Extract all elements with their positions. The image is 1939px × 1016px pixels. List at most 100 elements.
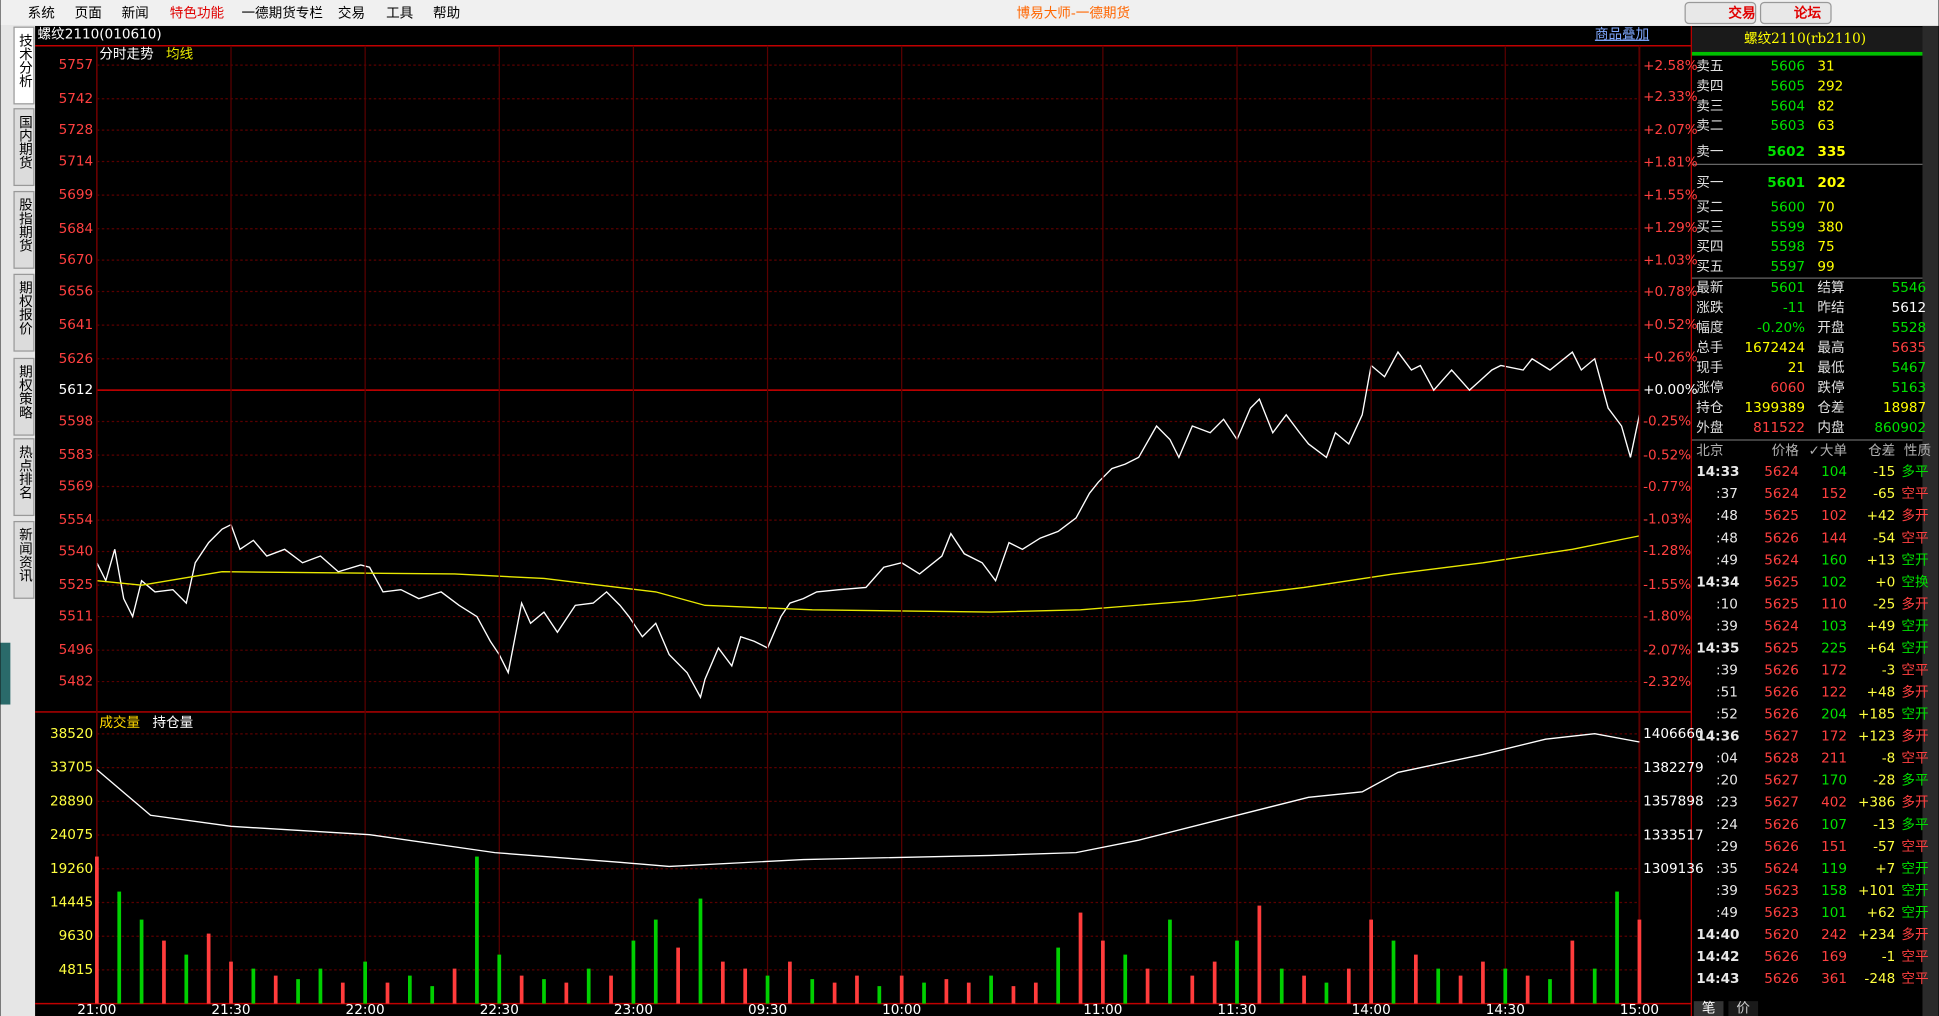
menu-item[interactable]: 交易 xyxy=(338,5,365,22)
menu-item[interactable]: 帮助 xyxy=(433,6,460,22)
volume-bar xyxy=(1548,979,1552,1004)
y2-tick-label: +0.00% xyxy=(1643,382,1698,398)
volume-bar xyxy=(1615,891,1619,1004)
menu-item[interactable]: 工具 xyxy=(386,6,414,22)
menu-item[interactable]: 一德期货专栏 xyxy=(241,5,322,22)
stat-value: 1399389 xyxy=(1745,400,1805,416)
volume-bar xyxy=(1458,975,1463,1004)
side-tab-label[interactable]: 期权策略 xyxy=(16,365,33,420)
side-tab-label[interactable]: 技术分析 xyxy=(16,33,33,88)
volume-bar xyxy=(1123,954,1128,1004)
forum-button[interactable] xyxy=(1759,1,1832,25)
book-label: 买五 xyxy=(1696,259,1723,275)
side-tab-label[interactable]: 期权报价 xyxy=(16,281,33,336)
bottom-tab-label[interactable]: 价 xyxy=(1736,1001,1750,1016)
volume-bar xyxy=(1391,940,1396,1004)
volume-bar xyxy=(1525,975,1530,1004)
book-volume: 63 xyxy=(1817,118,1834,134)
side-handle xyxy=(0,642,11,705)
bottom-tab[interactable] xyxy=(1728,1001,1759,1016)
volume-bar xyxy=(1033,982,1038,1004)
legend-entry: 分时走势 xyxy=(99,46,154,62)
stat-value: 5601 xyxy=(1770,280,1805,296)
side-tab[interactable] xyxy=(13,438,35,517)
book-label: 卖五 xyxy=(1696,59,1723,75)
stat-value: 5612 xyxy=(1892,300,1927,316)
table-cell: 172 xyxy=(1821,729,1847,745)
book-label: 买二 xyxy=(1696,200,1723,216)
menu-item[interactable]: 新闻 xyxy=(122,6,149,22)
side-tab-label[interactable]: 股指期货 xyxy=(16,198,33,253)
y-tick-label: 5641 xyxy=(59,317,94,333)
table-cell: +386 xyxy=(1858,795,1895,811)
side-tab[interactable] xyxy=(13,273,35,352)
volume-bar xyxy=(944,979,949,1004)
side-tab-label[interactable]: 热点排名 xyxy=(16,445,33,500)
table-cell: 5623 xyxy=(1764,883,1799,899)
y-tick-label: 5742 xyxy=(59,91,94,107)
y-tick-label: 5612 xyxy=(59,382,94,398)
table-header: 仓差 xyxy=(1868,443,1895,459)
table-cell: -28 xyxy=(1873,773,1895,789)
volume-bar xyxy=(765,975,770,1004)
side-tab-label[interactable]: 新闻资讯 xyxy=(16,528,33,584)
x-tick-label: 21:00 xyxy=(77,1002,116,1016)
volume-bar xyxy=(1190,975,1195,1004)
trade-button-label[interactable]: 交易 xyxy=(1728,5,1755,22)
y-tick-label: 5684 xyxy=(59,221,94,237)
volume-bar xyxy=(855,975,859,1004)
table-cell: 5626 xyxy=(1764,971,1799,987)
x-tick-label: 14:30 xyxy=(1486,1002,1525,1016)
bottom-tab[interactable] xyxy=(1693,1001,1724,1016)
side-tab[interactable] xyxy=(13,520,35,599)
table-cell: 211 xyxy=(1821,751,1847,767)
table-cell: +13 xyxy=(1867,552,1896,568)
table-cell: -25 xyxy=(1873,596,1895,612)
book-volume: 70 xyxy=(1817,200,1834,216)
stat-label: 最高 xyxy=(1817,339,1844,356)
volume-bar xyxy=(564,982,569,1004)
book-price: 5606 xyxy=(1770,59,1805,75)
volume-bar xyxy=(1011,986,1016,1004)
overlay-button[interactable]: 商品叠加 xyxy=(1595,27,1649,43)
menu-item[interactable]: 特色功能 xyxy=(170,5,225,22)
side-tab[interactable] xyxy=(13,26,35,105)
bottom-tab-label[interactable]: 笔 xyxy=(1702,1001,1716,1016)
table-cell: 多开 xyxy=(1901,507,1928,524)
menu-item[interactable]: 页面 xyxy=(75,6,102,22)
table-cell: 107 xyxy=(1821,817,1847,833)
table-cell: 多开 xyxy=(1901,794,1928,811)
volume-bar xyxy=(832,982,837,1004)
y2-tick-label: -0.52% xyxy=(1643,448,1691,464)
menu-item[interactable]: 系统 xyxy=(28,6,55,22)
volume-bar xyxy=(1257,905,1262,1004)
series-line xyxy=(96,733,1640,868)
side-tab[interactable] xyxy=(13,357,35,436)
table-cell: -65 xyxy=(1873,486,1895,502)
volume-bar xyxy=(631,940,636,1004)
y-tick-label: 5598 xyxy=(59,414,94,430)
side-tab[interactable] xyxy=(13,108,35,187)
book-price: 5597 xyxy=(1770,259,1805,275)
stat-label: 内盘 xyxy=(1817,419,1844,436)
volume-bar xyxy=(788,961,792,1004)
side-tab-label[interactable]: 国内期货 xyxy=(16,115,33,170)
forum-button-label[interactable]: 论坛 xyxy=(1794,5,1822,22)
table-cell: :29 xyxy=(1716,839,1738,855)
table-cell: :52 xyxy=(1716,707,1738,723)
volume-bar xyxy=(251,968,256,1004)
quote-title: 螺纹2110(rb2110) xyxy=(1744,31,1866,47)
table-cell: :48 xyxy=(1716,530,1738,546)
table-cell: 多开 xyxy=(1901,595,1928,612)
trade-button[interactable] xyxy=(1684,1,1757,25)
side-tab[interactable] xyxy=(13,190,35,269)
table-cell: 402 xyxy=(1821,795,1847,811)
volume-bar xyxy=(743,968,748,1004)
y2-tick-label: +0.78% xyxy=(1643,284,1698,300)
table-cell: :49 xyxy=(1716,905,1738,921)
stat-label: 现手 xyxy=(1696,360,1723,376)
y-tick-label: 5583 xyxy=(59,447,94,463)
y2-tick-label: +0.26% xyxy=(1643,349,1698,365)
table-cell: 242 xyxy=(1821,927,1847,943)
